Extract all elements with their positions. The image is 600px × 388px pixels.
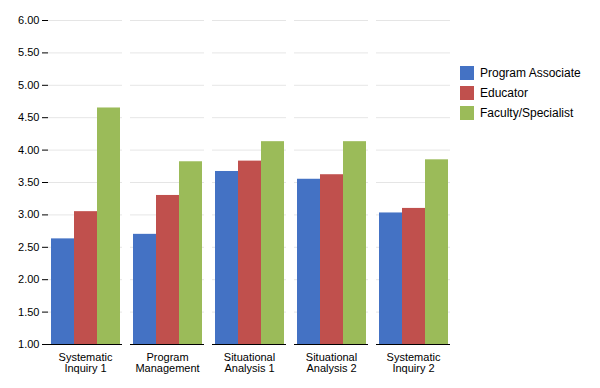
svg-text:5.00: 5.00 (18, 79, 39, 91)
svg-text:SystematicInquiry 2: SystematicInquiry 2 (387, 351, 441, 374)
html-text:Program Associate: Program Associate (480, 66, 581, 80)
svg-text:4.00: 4.00 (18, 144, 39, 156)
svg-text:4.50: 4.50 (18, 111, 39, 123)
svg-text:2.50: 2.50 (18, 241, 39, 253)
svg-text:ProgramManagement: ProgramManagement (135, 351, 199, 374)
svg-text:1.50: 1.50 (18, 306, 39, 318)
svg-text:SystematicInquiry 1: SystematicInquiry 1 (59, 351, 113, 374)
svg-text:6.00: 6.00 (18, 14, 39, 26)
svg-text:3.50: 3.50 (18, 176, 39, 188)
svg-text:SituationalAnalysis 1: SituationalAnalysis 1 (224, 351, 275, 374)
svg-text:2.00: 2.00 (18, 273, 39, 285)
svg-text:5.50: 5.50 (18, 46, 39, 58)
svg-text:3.00: 3.00 (18, 208, 39, 220)
svg-text:SituationalAnalysis 2: SituationalAnalysis 2 (306, 351, 357, 374)
html-text:Faculty/Specialist: Faculty/Specialist (480, 106, 574, 120)
svg-text:1.00: 1.00 (18, 338, 39, 350)
html-text:Educator: Educator (480, 86, 528, 100)
